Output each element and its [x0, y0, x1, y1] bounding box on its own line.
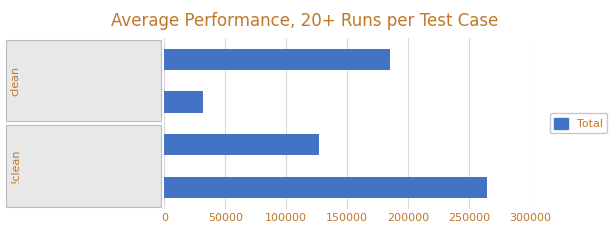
Text: !clean: !clean — [10, 149, 20, 183]
Legend: Total: Total — [550, 113, 607, 133]
Bar — [164, 49, 390, 70]
Text: clean: clean — [10, 65, 20, 96]
Bar — [164, 134, 319, 155]
Bar — [164, 177, 487, 198]
Text: Average Performance, 20+ Runs per Test Case: Average Performance, 20+ Runs per Test C… — [111, 12, 498, 30]
Bar — [164, 91, 203, 113]
